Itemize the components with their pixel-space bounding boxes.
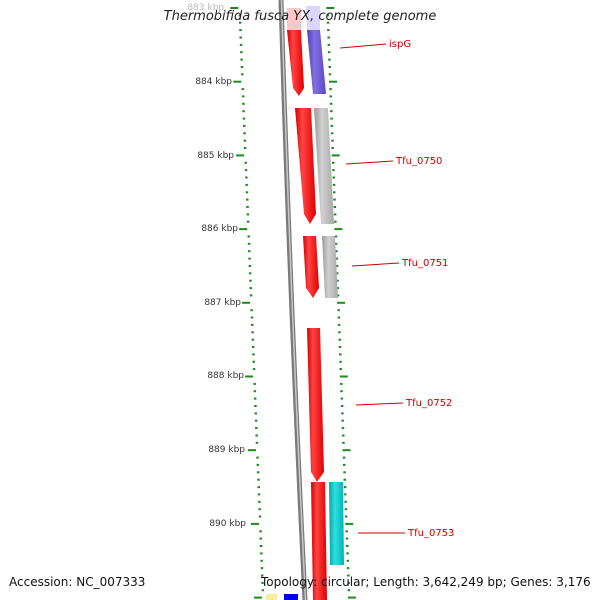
- gene-label-Tfu_0751[interactable]: Tfu_0751: [401, 258, 448, 269]
- leader-Tfu_0751: [351, 262, 400, 267]
- gene-leaders: [339, 43, 405, 534]
- feature-track: [306, 6, 344, 565]
- feature-purple-faded[interactable]: [306, 6, 320, 30]
- feature-gray-2[interactable]: [322, 236, 338, 298]
- gene-labels: ispG Tfu_0750 Tfu_0751 Tfu_0752 Tfu_0753: [389, 39, 454, 539]
- tick-label-887: 887 kbp: [204, 298, 241, 308]
- leader-Tfu_0752: [355, 402, 404, 406]
- cds-track: [287, 8, 327, 600]
- feature-blue[interactable]: [284, 594, 298, 600]
- topology-text: Topology: circular; Length: 3,642,249 bp…: [261, 575, 591, 589]
- scale-labels: 883 kbp 884 kbp 885 kbp 886 kbp 887 kbp …: [187, 3, 246, 529]
- tick-label-886: 886 kbp: [201, 224, 238, 234]
- leader-Tfu_0750: [345, 160, 394, 165]
- bottom-features: [266, 594, 298, 600]
- feature-purple[interactable]: [307, 30, 326, 94]
- tick-label-884: 884 kbp: [195, 77, 232, 87]
- gene-ispG-faded[interactable]: [287, 8, 301, 30]
- gene-Tfu_0753[interactable]: [311, 482, 327, 600]
- gene-Tfu_0751[interactable]: [303, 236, 319, 298]
- feature-yellow[interactable]: [266, 594, 277, 600]
- feature-gray-1[interactable]: [314, 108, 334, 224]
- leader-ispG: [339, 43, 387, 49]
- gene-label-ispG[interactable]: ispG: [389, 39, 411, 50]
- genome-backbone-highlight: [280, 0, 307, 600]
- tick-label-890: 890 kbp: [209, 519, 246, 529]
- tick-label-889: 889 kbp: [208, 445, 245, 455]
- inner-tick-track: [230, 7, 265, 599]
- gene-label-Tfu_0752[interactable]: Tfu_0752: [405, 398, 452, 409]
- tick-label-888: 888 kbp: [207, 371, 244, 381]
- gene-label-Tfu_0753[interactable]: Tfu_0753: [407, 528, 454, 539]
- tick-label-883: 883 kbp: [187, 3, 224, 13]
- gene-Tfu_0752[interactable]: [307, 328, 324, 482]
- accession-text: Accession: NC_007333: [9, 575, 146, 589]
- gene-Tfu_0750[interactable]: [295, 108, 316, 224]
- gene-label-Tfu_0750[interactable]: Tfu_0750: [395, 156, 442, 167]
- tick-label-885: 885 kbp: [197, 151, 234, 161]
- gene-ispG[interactable]: [287, 30, 304, 96]
- map-title: Thermobifida fusca YX, complete genome: [163, 9, 437, 24]
- feature-teal[interactable]: [329, 482, 344, 565]
